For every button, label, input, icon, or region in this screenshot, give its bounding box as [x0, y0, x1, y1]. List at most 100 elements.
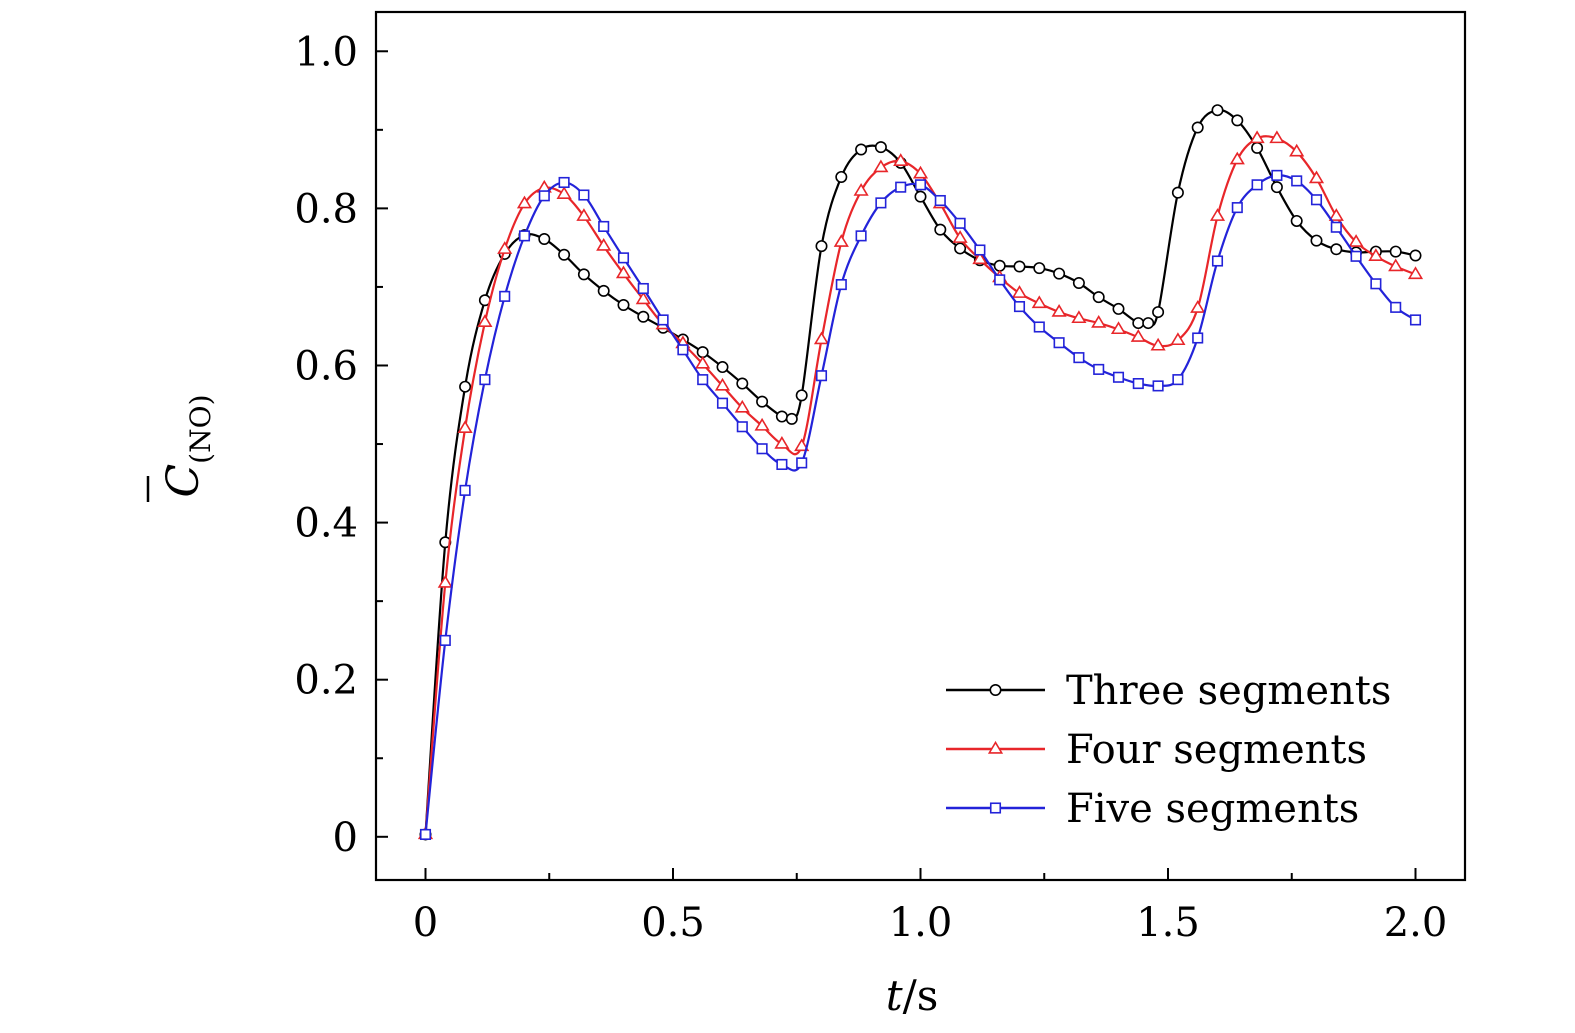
data-point [1350, 250, 1362, 262]
data-point [1249, 130, 1265, 144]
data-point [972, 251, 988, 265]
data-point [1071, 310, 1087, 324]
x-tick-label: 1.5 [1136, 900, 1200, 946]
data-point [1170, 332, 1186, 346]
data-point [893, 153, 909, 166]
y-tick-label: 0 [333, 815, 358, 861]
data-point [775, 410, 788, 423]
tick-labels: 0 0.5 1.0 1.5 2.0 0 0.2 0.4 0.6 0.8 1.0 [294, 29, 1447, 946]
data-point [477, 314, 493, 327]
data-point [1409, 249, 1422, 262]
x-axis-title-variable: t [886, 971, 903, 1020]
x-axis-title: t/s [886, 971, 939, 1020]
plot-area [417, 104, 1424, 841]
data-point [1409, 314, 1422, 326]
data-point [1251, 179, 1263, 191]
data-point [596, 238, 612, 251]
data-point [499, 290, 511, 302]
data-point [576, 208, 592, 221]
legend-label: Four segments [1066, 727, 1367, 773]
data-point [1051, 304, 1067, 317]
data-point [1093, 363, 1105, 375]
data-point [1172, 374, 1184, 386]
y-axis-title-subscript: (NO) [184, 395, 217, 464]
data-point [1310, 194, 1323, 206]
data-point [1053, 267, 1066, 280]
data-point [538, 190, 550, 202]
data-point [954, 242, 967, 255]
data-point [1110, 321, 1127, 335]
data-point [1229, 151, 1245, 165]
data-point [1142, 317, 1155, 330]
series-five-segments [419, 169, 1422, 840]
data-point [577, 268, 590, 281]
data-point [1192, 332, 1204, 344]
data-point [785, 412, 798, 425]
data-point [1132, 317, 1145, 330]
data-point [974, 244, 986, 256]
data-point [597, 284, 610, 297]
legend-entry: Five segments [946, 786, 1359, 832]
data-point [714, 377, 731, 391]
data-point [1011, 285, 1028, 298]
data-point [1231, 114, 1244, 127]
data-point [934, 194, 946, 207]
data-point [459, 380, 472, 393]
data-point [615, 265, 632, 279]
data-point [1152, 380, 1164, 392]
data-point [617, 298, 630, 311]
data-point [556, 186, 572, 199]
y-axis-title: C(NO) [146, 395, 217, 502]
data-point [914, 190, 927, 203]
data-point [853, 183, 869, 196]
data-point [1190, 300, 1206, 313]
data-point [716, 397, 729, 409]
y-axis-title-symbol: C [158, 464, 209, 498]
data-point [815, 370, 828, 382]
data-point [796, 457, 808, 469]
data-point [1211, 104, 1224, 117]
data-point [795, 389, 808, 402]
data-point [637, 310, 650, 323]
data-point [756, 443, 768, 455]
y-tick-label: 0.8 [294, 186, 358, 232]
data-point [1211, 255, 1224, 267]
data-point [1289, 143, 1305, 157]
data-point [1269, 130, 1285, 144]
data-point [1013, 260, 1026, 273]
data-point [1053, 337, 1065, 349]
data-point [1390, 301, 1402, 313]
data-point [1033, 262, 1046, 275]
x-tick-label: 0 [413, 900, 438, 946]
data-point [794, 438, 810, 452]
data-point [437, 575, 453, 588]
data-point [635, 291, 651, 305]
data-point [1330, 221, 1342, 233]
legend-swatch-marker [989, 802, 1002, 814]
data-point [716, 361, 729, 374]
data-point [1407, 266, 1424, 280]
y-tick-label: 1.0 [294, 29, 358, 75]
data-point [912, 165, 929, 179]
data-point [954, 217, 966, 229]
data-point [994, 274, 1006, 286]
data-point [1270, 181, 1283, 194]
data-point [479, 374, 491, 386]
data-point [993, 259, 1006, 272]
legend-entry: Three segments [946, 668, 1391, 714]
data-point [756, 395, 769, 408]
data-point [558, 176, 570, 189]
data-point [1251, 141, 1264, 154]
data-point [516, 195, 533, 209]
y-tick-label: 0.2 [294, 658, 358, 704]
data-point [813, 331, 830, 345]
data-point [736, 377, 749, 390]
data-point [457, 420, 473, 434]
y-tick-label: 0.6 [294, 343, 358, 389]
data-point [497, 241, 513, 254]
data-point [754, 417, 770, 431]
data-point [776, 458, 788, 471]
data-point [518, 230, 531, 242]
legend-label: Three segments [1066, 668, 1391, 714]
data-point [1388, 258, 1404, 272]
